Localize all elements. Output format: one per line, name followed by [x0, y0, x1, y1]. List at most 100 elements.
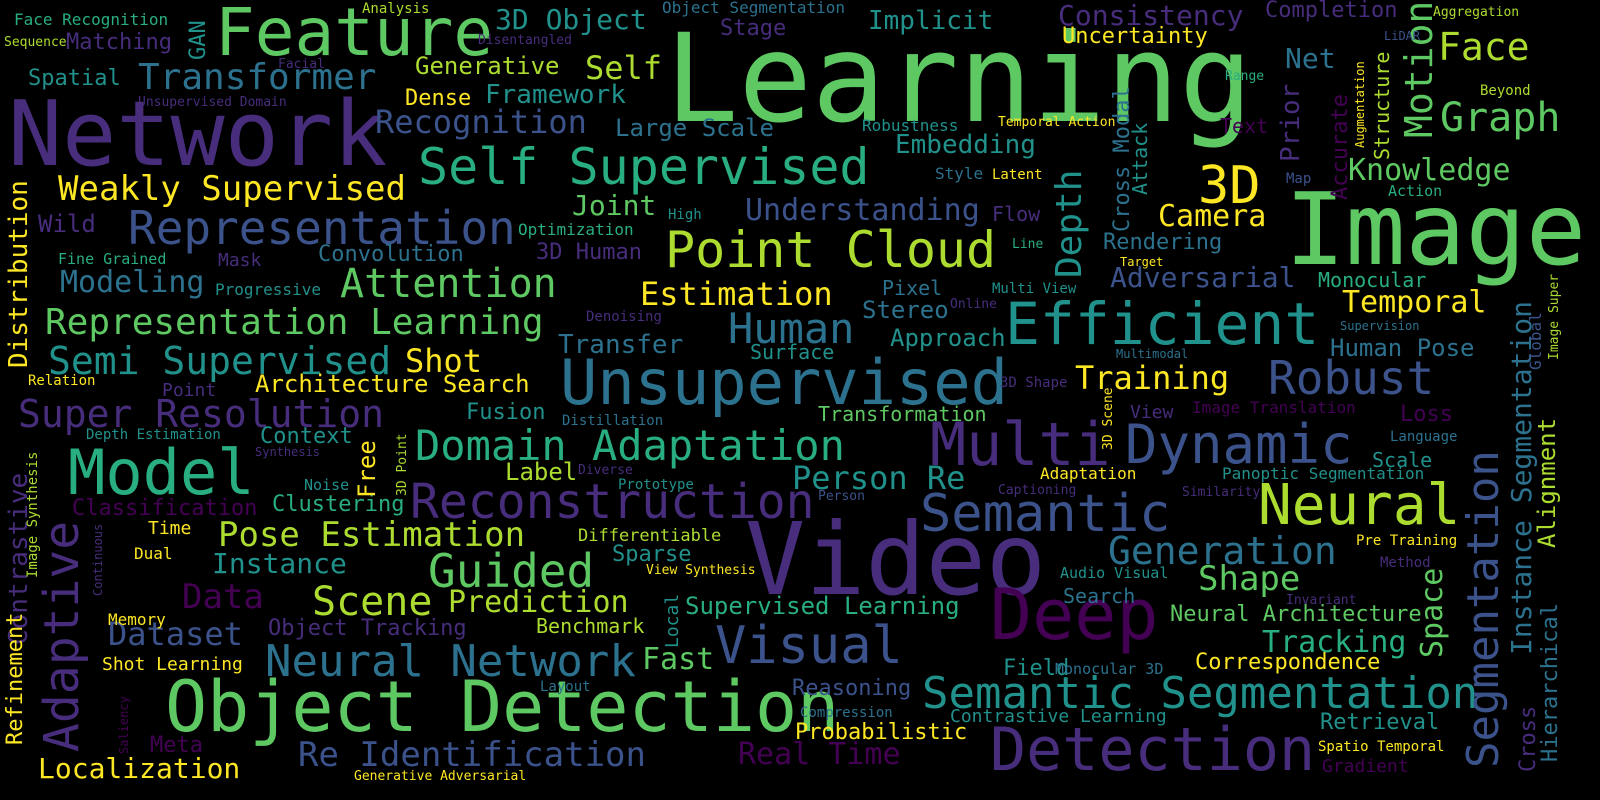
word-generative: Generative: [415, 52, 560, 80]
word-action: Action: [1388, 182, 1443, 200]
word-sequence: Sequence: [4, 35, 67, 50]
word-local: Local: [662, 593, 683, 648]
word-meta: Meta: [150, 733, 203, 758]
word-similarity: Similarity: [1182, 485, 1261, 500]
word-map: Map: [1286, 171, 1312, 187]
word-instance: Instance: [212, 547, 347, 580]
word-high: High: [668, 207, 702, 223]
word-correspondence: Correspondence: [1195, 650, 1381, 675]
word-unsupervised: Unsupervised: [560, 346, 1008, 419]
word-semantic-segmentation: Semantic Segmentation: [922, 668, 1479, 719]
word-cross: Cross: [1516, 705, 1541, 772]
word-feature: Feature: [215, 0, 494, 71]
word-transfer: Transfer: [558, 330, 684, 360]
word-image-translation: Image Translation: [1192, 398, 1356, 417]
word-super-resolution: Super Resolution: [18, 392, 385, 436]
word-image: Image: [1285, 171, 1587, 288]
word-progressive: Progressive: [215, 280, 321, 299]
word-denoising: Denoising: [586, 309, 662, 325]
word-time: Time: [148, 518, 192, 539]
word-robustness: Robustness: [862, 116, 959, 135]
word-fusion: Fusion: [466, 400, 546, 425]
word-neural-architecture: Neural Architecture: [1170, 602, 1422, 627]
word-target: Target: [1120, 255, 1164, 269]
word-joint: Joint: [572, 189, 657, 222]
word-prediction: Prediction: [448, 585, 629, 620]
word-model: Model: [68, 436, 255, 509]
word-net: Net: [1285, 42, 1336, 75]
word-optimization: Optimization: [518, 220, 634, 239]
word-face: Face: [1438, 25, 1530, 69]
word-3d-human: 3D Human: [536, 240, 642, 265]
word-view: View: [1130, 402, 1174, 423]
word-approach: Approach: [890, 324, 1006, 352]
word-monocular: Monocular: [1318, 268, 1427, 292]
word-efficient: Efficient: [1005, 290, 1320, 358]
word-data: Data: [182, 577, 264, 617]
word-understanding: Understanding: [745, 193, 980, 228]
word-semantic: Semantic: [920, 484, 1171, 544]
word-point: Point: [162, 380, 217, 401]
word-graph: Graph: [1440, 95, 1561, 141]
word-analysis: Analysis: [362, 1, 430, 17]
word-free: Free: [353, 440, 381, 498]
word-completion: Completion: [1265, 0, 1398, 23]
word-self-supervised: Self Supervised: [418, 138, 870, 196]
word-shape: Shape: [1198, 559, 1301, 599]
word-captioning: Captioning: [998, 483, 1077, 498]
word-adaptive: Adaptive: [34, 520, 90, 752]
word-view-synthesis: View Synthesis: [646, 563, 756, 578]
word-fast: Fast: [642, 642, 715, 677]
word-modeling: Modeling: [60, 265, 205, 300]
word-3d: 3D: [1198, 156, 1261, 216]
word-facial: Facial: [278, 57, 325, 72]
word-saliency: Saliency: [117, 696, 131, 754]
word-disentangled: Disentangled: [478, 33, 572, 48]
word-surface: Surface: [750, 340, 835, 364]
word-temporal: Temporal: [1342, 285, 1487, 320]
word-layout: Layout: [540, 679, 591, 695]
word-reasoning: Reasoning: [792, 676, 912, 701]
word-prototype: Prototype: [618, 477, 694, 493]
word-detection: Detection: [990, 715, 1316, 785]
word-gan: GAN: [186, 20, 211, 60]
word-invariant: Invariant: [1286, 593, 1357, 608]
word-spatio-temporal: Spatio Temporal: [1318, 739, 1445, 755]
word-deep: Deep: [990, 574, 1159, 656]
word-benchmark: Benchmark: [536, 614, 645, 638]
word-supervision: Supervision: [1340, 319, 1420, 333]
word-generative-adversarial: Generative Adversarial: [354, 769, 527, 784]
word-object-segmentation: Object Segmentation: [662, 0, 846, 17]
word-text: Text: [1220, 114, 1269, 138]
word-visual: Visual: [715, 616, 903, 676]
word-human: Human: [728, 304, 855, 353]
word-camera: Camera: [1158, 199, 1267, 234]
word-estimation: Estimation: [640, 275, 833, 313]
word-dynamic: Dynamic: [1125, 413, 1353, 476]
word-adaptation: Adaptation: [1040, 464, 1137, 483]
word-tracking: Tracking: [1262, 625, 1407, 660]
word-contrastive-learning: Contrastive Learning: [950, 706, 1167, 727]
word-flow: Flow: [992, 202, 1041, 226]
word-accurate: Accurate: [1328, 94, 1353, 200]
word-field: Field: [1003, 656, 1070, 681]
word-domain-adaptation: Domain Adaptation: [415, 421, 845, 470]
word-alignment: Alignment: [1533, 417, 1561, 548]
word-global: Global: [1526, 312, 1545, 370]
word-audio-visual: Audio Visual: [1060, 564, 1169, 582]
word-gradient: Gradient: [1322, 756, 1409, 777]
word-self: Self: [585, 49, 663, 87]
word-motion: Motion: [1397, 0, 1441, 138]
word-video: Video: [745, 501, 1047, 618]
word-hierarchical: Hierarchical: [1538, 603, 1563, 762]
word-localization: Localization: [38, 752, 241, 785]
word-classification: Classification: [72, 496, 258, 521]
word-scene: Scene: [312, 579, 433, 625]
word-pixel: Pixel: [882, 276, 943, 300]
word-real-time: Real Time: [738, 737, 901, 772]
word-monocular-3d: Monocular 3D: [1055, 660, 1164, 678]
word-recognition: Recognition: [375, 103, 587, 141]
word-language: Language: [1390, 429, 1458, 445]
word-multi: Multi: [930, 410, 1111, 480]
